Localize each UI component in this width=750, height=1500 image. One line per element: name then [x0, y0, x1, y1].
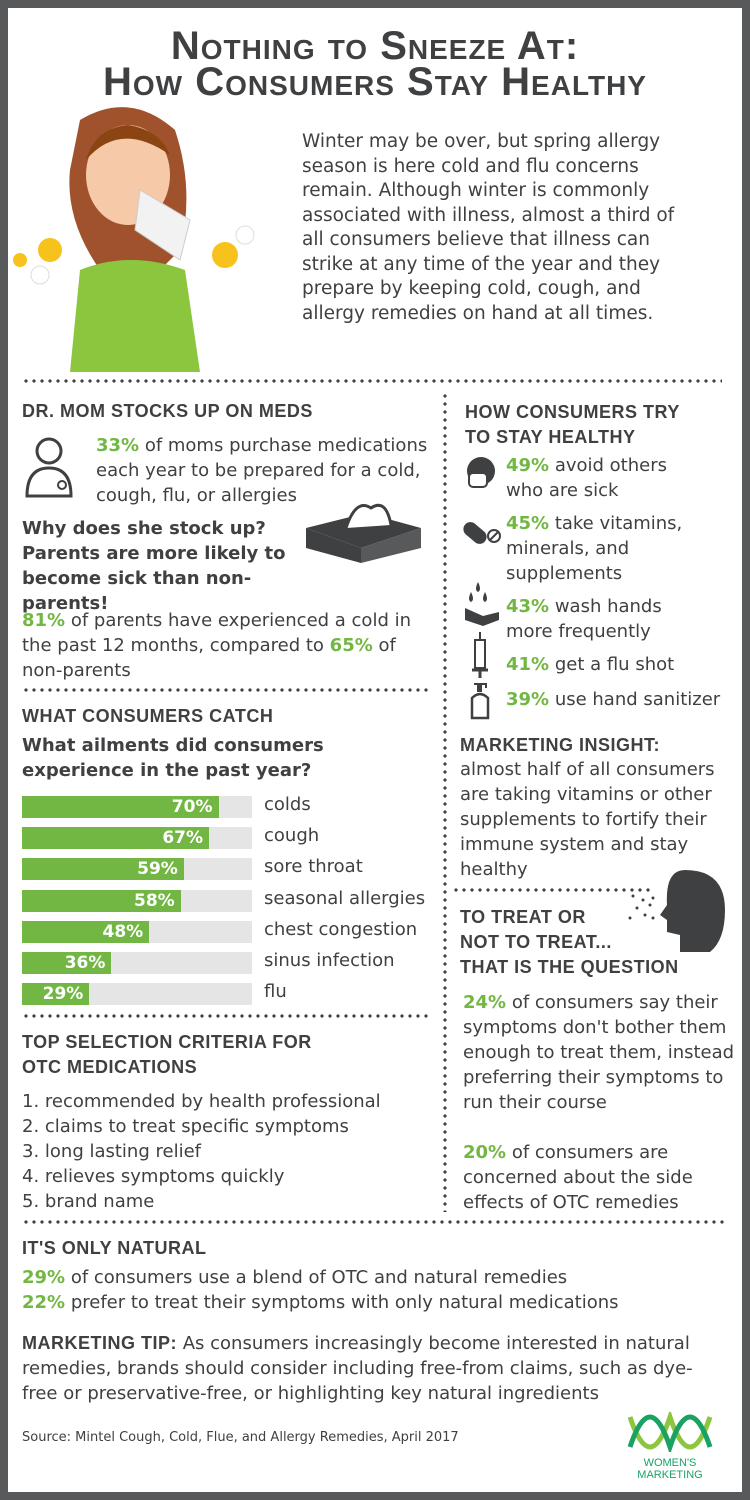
divider — [22, 379, 722, 383]
pill-icon — [463, 522, 501, 544]
bar-label: cough — [264, 825, 320, 847]
catch-heading: WHAT CONSUMERS CATCH — [22, 706, 274, 726]
sanitizer-icon — [470, 683, 490, 720]
criteria-item: 4. relieves symptoms quickly — [22, 1166, 285, 1187]
treat-heading-3: THAT IS THE QUESTION — [460, 957, 679, 977]
bar-sinus-infection: 36% — [22, 952, 112, 974]
healthy-item: 39% use hand sanitizer — [506, 689, 721, 710]
bar-chest-congestion: 48% — [22, 920, 150, 943]
natural-stat-1: 29% of consumers use a blend of OTC and … — [22, 1267, 568, 1288]
criteria-item: 5. brand name — [22, 1191, 155, 1212]
bar-track: 67% — [22, 827, 252, 850]
criteria-heading-2: OTC MEDICATIONS — [22, 1057, 198, 1077]
divider — [22, 1014, 432, 1018]
criteria-item: 3. long lasting relief — [22, 1141, 201, 1162]
divider — [452, 888, 652, 892]
criteria-item: 2. claims to treat specific symptoms — [22, 1116, 349, 1137]
bar-label: flu — [264, 981, 287, 1003]
bar-track: 29% — [22, 983, 252, 1006]
sneezing-head-icon — [628, 870, 725, 952]
column-divider — [443, 392, 447, 1212]
treat-stat-2: 20% of consumers are concerned about the… — [463, 1142, 693, 1213]
treat-heading-2: NOT TO TREAT... — [460, 932, 612, 952]
insight-heading: MARKETING INSIGHT: — [460, 735, 660, 755]
bar-label: sinus infection — [264, 950, 395, 971]
doctor-icon — [25, 437, 73, 498]
bar-seasonal-allergies: 58% — [22, 889, 181, 912]
drmom-stat: 33% of moms purchase medications each ye… — [96, 435, 428, 506]
face-mask-icon — [467, 457, 495, 488]
criteria-heading-1: TOP SELECTION CRITERIA FOR — [22, 1032, 312, 1052]
healthy-heading-1: HOW CONSUMERS TRY — [465, 402, 680, 422]
treat-heading-1: TO TREAT OR — [460, 907, 586, 927]
divider — [22, 688, 432, 692]
criteria-list: 1. recommended by health professional 2.… — [22, 1089, 381, 1214]
bar-track: 70% — [22, 796, 252, 818]
divider — [22, 1220, 726, 1224]
bar-cough: 67% — [22, 827, 210, 850]
bar-label: seasonal allergies — [264, 887, 426, 909]
title-line-1: Nothing to Sneeze At: — [170, 24, 580, 68]
bar-colds: 70% — [22, 796, 219, 818]
bar-track: 36% — [22, 952, 252, 974]
healthy-item: 49% avoid others who are sick — [506, 455, 667, 501]
drmom-parents-stat: 81% of parents have experienced a cold i… — [22, 610, 412, 681]
sneezing-woman-illustration — [13, 107, 255, 372]
womens-marketing-logo — [627, 1412, 713, 1452]
bar-label: colds — [264, 794, 311, 815]
criteria-item: 1. recommended by health professional — [22, 1091, 381, 1112]
intro-text: Winter may be over, but spring allergy s… — [302, 131, 675, 324]
bar-sore-throat: 59% — [22, 858, 184, 881]
syringe-icon — [472, 632, 488, 678]
bar-label: sore throat — [264, 856, 363, 878]
title-line-2: How Consumers Stay Healthy — [103, 60, 647, 104]
bar-flu: 29% — [22, 983, 90, 1006]
drmom-heading: DR. MOM STOCKS UP ON MEDS — [22, 401, 313, 421]
hand-wash-icon — [465, 582, 499, 626]
bar-track: 59% — [22, 858, 252, 881]
drmom-question: Why does she stock up? Parents are more … — [22, 518, 286, 614]
source-note: Source: Mintel Cough, Cold, Flue, and Al… — [22, 1430, 459, 1445]
natural-heading: IT'S ONLY NATURAL — [22, 1238, 207, 1258]
healthy-heading-2: TO STAY HEALTHY — [465, 427, 636, 447]
healthy-item: 43% wash hands more frequently — [506, 596, 662, 642]
treat-stat-1: 24% of consumers say their symptoms don'… — [463, 992, 735, 1113]
bar-label: chest congestion — [264, 918, 418, 940]
bar-track: 48% — [22, 920, 252, 943]
logo-text: WOMEN'S MARKETING — [637, 1457, 703, 1481]
natural-stat-2: 22% prefer to treat their symptoms with … — [22, 1292, 619, 1313]
healthy-item: 41% get a flu shot — [506, 654, 675, 675]
catch-question: What ailments did consumers experience i… — [22, 735, 324, 781]
insight-text: almost half of all consumers are taking … — [460, 759, 715, 880]
marketing-tip: MARKETING TIP: As consumers increasingly… — [22, 1333, 693, 1404]
tissue-box-icon — [306, 503, 421, 563]
healthy-item: 45% take vitamins, minerals, and supplem… — [506, 513, 683, 584]
bar-track: 58% — [22, 889, 252, 912]
